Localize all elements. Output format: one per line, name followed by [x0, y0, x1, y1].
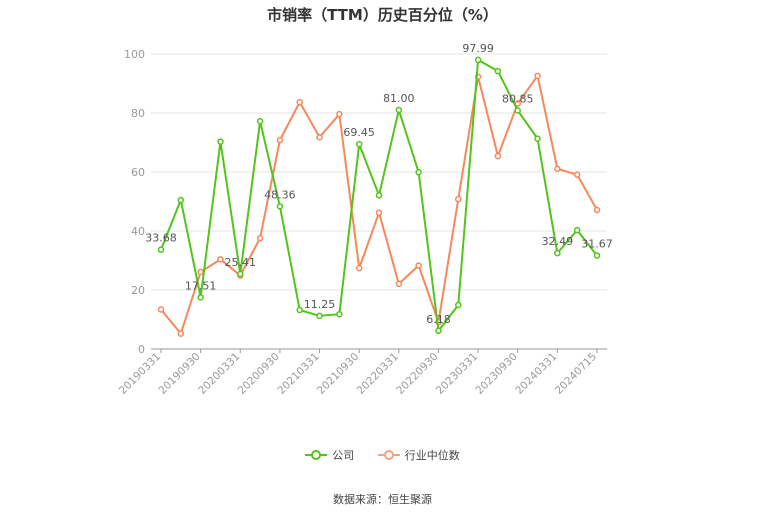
data-label: 11.25 [304, 298, 336, 311]
legend-item-industry-median[interactable]: 行业中位数 [377, 447, 460, 463]
data-point[interactable] [276, 136, 284, 144]
y-tick-label: 60 [131, 166, 145, 179]
data-point[interactable] [355, 140, 363, 148]
data-point[interactable] [197, 268, 204, 276]
series-line-1 [160, 74, 598, 335]
legend-item-company[interactable]: 公司 [305, 447, 354, 463]
data-point[interactable] [415, 262, 422, 269]
data-point[interactable] [336, 310, 343, 318]
grid-lines [151, 53, 607, 291]
data-point[interactable] [316, 133, 323, 141]
y-tick-label: 100 [124, 48, 145, 61]
data-point[interactable] [296, 306, 303, 314]
x-tick-label: 20210930 [315, 351, 361, 397]
x-tick-label: 20190930 [156, 351, 202, 397]
data-point[interactable] [395, 280, 403, 288]
source-note: 数据来源：恒生聚源 [333, 493, 432, 506]
data-label: 32.49 [542, 235, 574, 248]
x-tick-label: 20220331 [355, 351, 401, 397]
legend-company-label: 公司 [332, 449, 355, 462]
data-point[interactable] [494, 152, 502, 160]
series-lines [157, 56, 601, 337]
data-point[interactable] [177, 330, 185, 337]
data-label: 81.00 [383, 92, 415, 105]
data-point[interactable] [177, 196, 185, 204]
data-label: 17.51 [185, 279, 217, 292]
data-point[interactable] [573, 226, 581, 234]
legend-industry-marker-icon [377, 450, 400, 460]
y-tick-label: 20 [131, 284, 145, 297]
data-point[interactable] [534, 72, 541, 80]
legend-industry-label: 行业中位数 [404, 449, 460, 462]
data-point[interactable] [554, 249, 561, 257]
data-point[interactable] [256, 118, 264, 125]
data-point[interactable] [375, 209, 383, 216]
x-tick-label: 20230331 [434, 351, 480, 397]
data-point[interactable] [514, 107, 521, 114]
data-point[interactable] [573, 171, 581, 178]
data-point[interactable] [237, 270, 244, 278]
data-label: 48.36 [264, 188, 296, 201]
legend: 公司 行业中位数 [0, 447, 765, 464]
data-point[interactable] [157, 306, 165, 313]
data-point[interactable] [256, 234, 264, 242]
data-label: 69.45 [343, 126, 375, 139]
data-point[interactable] [474, 56, 482, 64]
y-tick-label: 80 [131, 107, 145, 120]
x-tick-label: 20240715 [553, 351, 599, 397]
data-point[interactable] [415, 169, 422, 176]
data-point[interactable] [157, 246, 165, 253]
data-point[interactable] [217, 138, 224, 145]
data-point[interactable] [316, 312, 323, 320]
data-point[interactable] [197, 294, 204, 301]
x-tick-label: 20220930 [394, 351, 440, 397]
x-tick-label: 20230930 [474, 351, 520, 397]
data-label: 97.99 [462, 42, 494, 55]
data-point[interactable] [593, 206, 601, 214]
x-tick-label: 20200930 [236, 351, 282, 397]
chart-title: 市销率（TTM）历史百分位（%） [267, 6, 498, 24]
x-tick-label: 20200331 [196, 351, 242, 397]
data-point[interactable] [554, 165, 561, 173]
data-label: 6.18 [426, 313, 451, 326]
x-tick-label: 20210331 [275, 351, 321, 397]
x-tick-label: 20190331 [117, 351, 163, 397]
y-tick-label: 40 [131, 225, 145, 238]
data-point[interactable] [296, 98, 303, 106]
data-point[interactable] [455, 195, 462, 203]
data-point[interactable] [336, 110, 343, 118]
data-point[interactable] [534, 135, 541, 142]
data-point[interactable] [593, 252, 601, 259]
data-label: 25.41 [225, 256, 257, 269]
data-point[interactable] [455, 301, 462, 309]
y-tick-label: 0 [138, 343, 145, 356]
legend-company-marker-icon [305, 450, 328, 460]
data-point[interactable] [395, 106, 403, 114]
data-point[interactable] [355, 264, 363, 272]
data-point[interactable] [494, 67, 502, 75]
data-label: 31.67 [581, 238, 613, 251]
data-point[interactable] [276, 203, 284, 210]
data-labels: 33.68 17.51 25.41 48.36 11.25 69.45 81.00 6.18 9… [145, 42, 613, 326]
data-point[interactable] [375, 192, 383, 199]
data-point[interactable] [217, 256, 224, 263]
data-label: 80.85 [502, 92, 534, 105]
x-tick-label: 20240331 [513, 351, 559, 397]
data-point[interactable] [435, 327, 442, 335]
data-label: 33.68 [145, 232, 177, 245]
